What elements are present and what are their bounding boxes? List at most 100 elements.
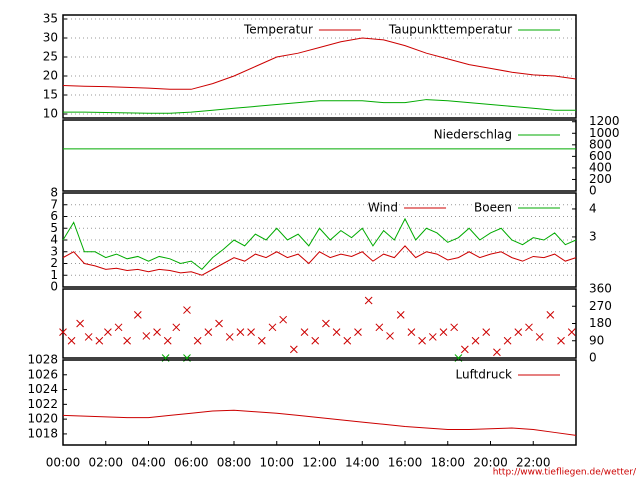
direction-marker	[525, 323, 533, 332]
y2-tick-label: 1200	[589, 114, 620, 128]
y2-tick-label: 0	[589, 184, 597, 198]
y-tick-label: 3	[50, 244, 58, 258]
x-tick-label: 08:00	[217, 456, 252, 470]
direction-marker	[247, 328, 255, 336]
direction-marker	[557, 336, 565, 345]
y2-tick-label: 1000	[589, 126, 620, 140]
direction-marker	[375, 323, 384, 332]
direction-marker	[546, 311, 555, 319]
direction-marker	[493, 348, 501, 357]
panel-frame	[62, 288, 577, 359]
footer-link[interactable]: http://www.tiefliegen.de/wetter/	[493, 468, 637, 478]
x-tick-label: 22:00	[516, 456, 551, 470]
direction-marker	[439, 328, 448, 336]
series-line	[62, 245, 577, 276]
direction-marker	[193, 336, 202, 345]
direction-marker	[59, 328, 67, 336]
x-tick-label: 20:00	[473, 456, 508, 470]
panel-frame	[62, 14, 577, 119]
direction-marker	[396, 311, 405, 319]
direction-marker	[289, 345, 298, 354]
y-tick-label: 1	[50, 268, 58, 282]
y-tick-label: 15	[43, 88, 58, 102]
x-tick-label: 02:00	[88, 456, 123, 470]
direction-marker	[153, 328, 161, 336]
y-tick-label: 4	[50, 233, 58, 247]
y-tick-label: 10	[43, 107, 58, 121]
x-tick-label: 14:00	[345, 456, 380, 470]
direction-marker	[279, 315, 288, 324]
y-tick-label: 5	[50, 221, 58, 235]
direction-marker	[172, 323, 181, 332]
direction-marker	[142, 332, 151, 340]
direction-marker	[386, 332, 394, 340]
direction-marker	[104, 328, 112, 336]
direction-marker	[407, 328, 416, 336]
direction-marker	[257, 336, 266, 345]
direction-marker	[114, 323, 123, 332]
x-tick-label: 06:00	[174, 456, 209, 470]
direction-marker	[67, 336, 76, 345]
direction-marker	[354, 328, 362, 336]
direction-marker	[268, 323, 277, 332]
y-tick-label: 25	[43, 49, 58, 63]
y2-tick-label: 4	[589, 201, 597, 215]
direction-marker	[514, 328, 523, 336]
y2-tick-label: 0	[589, 351, 597, 365]
y-tick-label: 1026	[27, 367, 58, 381]
direction-marker	[418, 336, 426, 345]
direction-marker	[322, 319, 330, 328]
series-line	[62, 409, 577, 436]
direction-marker	[236, 328, 245, 336]
y-tick-label: 7	[50, 197, 58, 211]
legend-label: Luftdruck	[455, 368, 512, 382]
y-tick-label: 1024	[27, 382, 58, 396]
y-tick-label: 20	[43, 69, 58, 83]
direction-marker	[225, 333, 234, 341]
series-line	[63, 99, 576, 114]
direction-marker	[215, 319, 223, 328]
x-tick-label: 00:00	[46, 456, 81, 470]
direction-marker	[183, 306, 191, 314]
x-tick-label: 16:00	[388, 456, 423, 470]
y-tick-label: 2	[50, 256, 58, 270]
direction-marker	[84, 333, 93, 341]
y2-tick-label: 400	[589, 160, 612, 174]
y-tick-label: 1028	[27, 353, 58, 367]
direction-marker	[428, 333, 437, 341]
legend-label: Niederschlag	[434, 128, 512, 142]
direction-marker	[535, 333, 544, 341]
x-tick-label: 18:00	[430, 456, 465, 470]
y2-tick-label: 270	[589, 299, 612, 313]
series-line	[62, 37, 577, 90]
legend-label: Wind	[368, 201, 398, 215]
legend-label: Temperatur	[243, 23, 313, 37]
direction-marker	[567, 328, 576, 336]
direction-marker	[450, 323, 459, 332]
direction-marker	[300, 328, 309, 336]
direction-marker	[471, 336, 480, 345]
x-tick-label: 12:00	[302, 456, 337, 470]
y2-tick-label: 3	[589, 229, 597, 243]
direction-marker	[332, 328, 341, 336]
direction-marker	[311, 336, 320, 345]
direction-marker	[76, 319, 84, 328]
legend-label: Boeen	[474, 201, 512, 215]
direction-marker	[460, 345, 469, 354]
direction-marker	[482, 328, 491, 336]
y2-tick-label: 90	[589, 333, 604, 347]
y-tick-label: 0	[50, 280, 58, 294]
y-tick-label: 1018	[27, 426, 58, 440]
direction-marker	[364, 296, 373, 305]
series-line	[62, 217, 577, 271]
x-tick-label: 10:00	[259, 456, 294, 470]
direction-marker	[133, 311, 142, 319]
direction-marker	[343, 336, 352, 345]
y2-tick-label: 200	[589, 172, 612, 186]
direction-marker	[95, 336, 104, 345]
legend-label: Taupunkttemperatur	[388, 23, 512, 37]
y-tick-label: 8	[50, 186, 58, 200]
y2-tick-label: 360	[589, 282, 612, 296]
y-tick-label: 1020	[27, 412, 58, 426]
